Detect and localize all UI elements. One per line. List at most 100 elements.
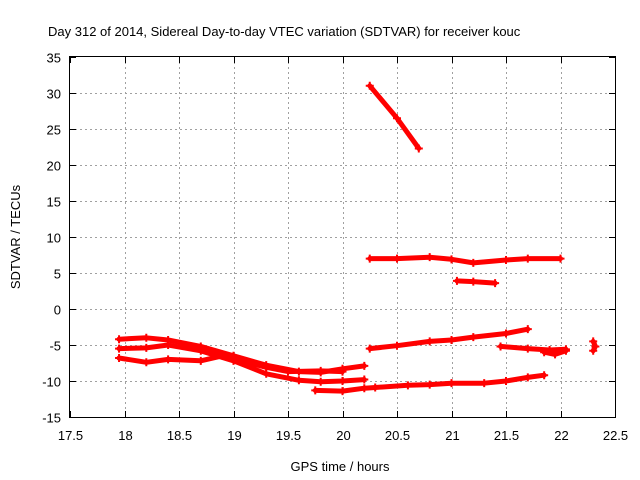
y-axis-label: SDTVAR / TECUs (8, 184, 23, 289)
data-point (365, 81, 374, 90)
data-point (294, 376, 303, 385)
data-point (365, 344, 374, 353)
y-tick-labels: -15 -10 -5 0 5 10 15 20 25 30 35 (42, 51, 61, 426)
data-point (371, 383, 380, 392)
data-point (447, 255, 456, 264)
data-point (142, 358, 151, 367)
y-tick-label: 25 (47, 123, 61, 138)
data-point (115, 353, 124, 362)
data-point (496, 342, 505, 351)
series-track (367, 83, 422, 151)
series-track-7 (589, 337, 600, 355)
series-track-2 (365, 253, 565, 267)
data-point (360, 375, 369, 384)
series-track-10 (115, 351, 347, 376)
data-point (540, 348, 549, 357)
axis-ticks (70, 57, 616, 418)
x-tick-label: 21.5 (494, 428, 519, 443)
data-point (523, 373, 532, 382)
x-tick-labels: 17.5 18 18.5 19 19.5 20 20.5 21 21.5 22 22.5 (58, 428, 628, 443)
data-point (240, 357, 249, 366)
data-point (316, 366, 325, 375)
data-point (365, 254, 374, 263)
data-point (414, 144, 423, 153)
data-point (425, 337, 434, 346)
data-point (447, 335, 456, 344)
data-point (316, 377, 325, 386)
data-point (142, 343, 151, 352)
data-point (480, 379, 489, 388)
plot-frame (69, 56, 616, 418)
data-point (523, 254, 532, 263)
data-point (196, 356, 205, 365)
data-point (540, 371, 549, 380)
data-point (589, 337, 598, 346)
y-tick-label: -5 (49, 339, 61, 354)
data-point (142, 333, 151, 342)
y-tick-label: 0 (54, 303, 61, 318)
data-point (393, 114, 401, 123)
series-track-1 (365, 81, 423, 153)
data-point (360, 384, 369, 393)
y-tick-label: -15 (42, 411, 61, 426)
data-point (523, 344, 532, 353)
data-point (218, 351, 227, 360)
series-track (116, 353, 345, 375)
data-point (452, 276, 461, 285)
data-point (425, 380, 434, 389)
series-track-11 (311, 371, 549, 396)
x-axis-label: GPS time / hours (291, 459, 390, 474)
data-point (164, 355, 173, 364)
data-point (591, 342, 600, 351)
data-point (523, 325, 532, 334)
series-track-6 (540, 346, 570, 359)
data-point (447, 379, 456, 388)
x-tick-label: 17.5 (58, 428, 83, 443)
data-point (502, 377, 510, 385)
data-point (164, 341, 173, 349)
data-point (262, 363, 271, 372)
data-point (425, 253, 434, 262)
chart-title: Day 312 of 2014, Sidereal Day-to-day VTE… (48, 24, 521, 39)
data-point (393, 254, 401, 263)
x-tick-label: 22 (554, 428, 568, 443)
data-point (556, 254, 565, 263)
y-tick-label: 10 (47, 231, 61, 246)
series-track-4 (365, 325, 532, 353)
data-point (403, 381, 412, 390)
data-series (115, 81, 600, 396)
data-point (196, 346, 205, 355)
data-point (360, 361, 369, 370)
data-point (469, 258, 478, 267)
data-point (311, 386, 320, 395)
data-point (502, 256, 510, 265)
y-tick-label: 5 (54, 267, 61, 282)
x-tick-label: 20.5 (385, 428, 410, 443)
data-point (338, 387, 347, 396)
x-tick-label: 18.5 (167, 428, 192, 443)
data-point (469, 277, 478, 286)
x-tick-label: 19.5 (276, 428, 301, 443)
series-track-3 (452, 276, 500, 288)
x-tick-label: 20 (336, 428, 350, 443)
y-tick-label: 30 (47, 87, 61, 102)
data-point (469, 333, 478, 342)
data-point (551, 350, 560, 359)
data-point (393, 341, 401, 350)
data-point (561, 346, 570, 355)
data-point (284, 367, 292, 376)
data-point (338, 377, 347, 385)
data-point (502, 329, 510, 338)
series-track (116, 342, 367, 385)
data-point (115, 344, 124, 353)
data-point (491, 279, 500, 288)
series-track (116, 335, 367, 375)
data-point (115, 335, 124, 344)
y-tick-label: 15 (47, 195, 61, 210)
y-tick-label: 20 (47, 159, 61, 174)
data-point (338, 367, 347, 376)
data-point (589, 346, 598, 355)
y-tick-label: 35 (47, 51, 61, 66)
y-tick-label: -10 (42, 375, 61, 390)
x-tick-label: 19 (227, 428, 241, 443)
